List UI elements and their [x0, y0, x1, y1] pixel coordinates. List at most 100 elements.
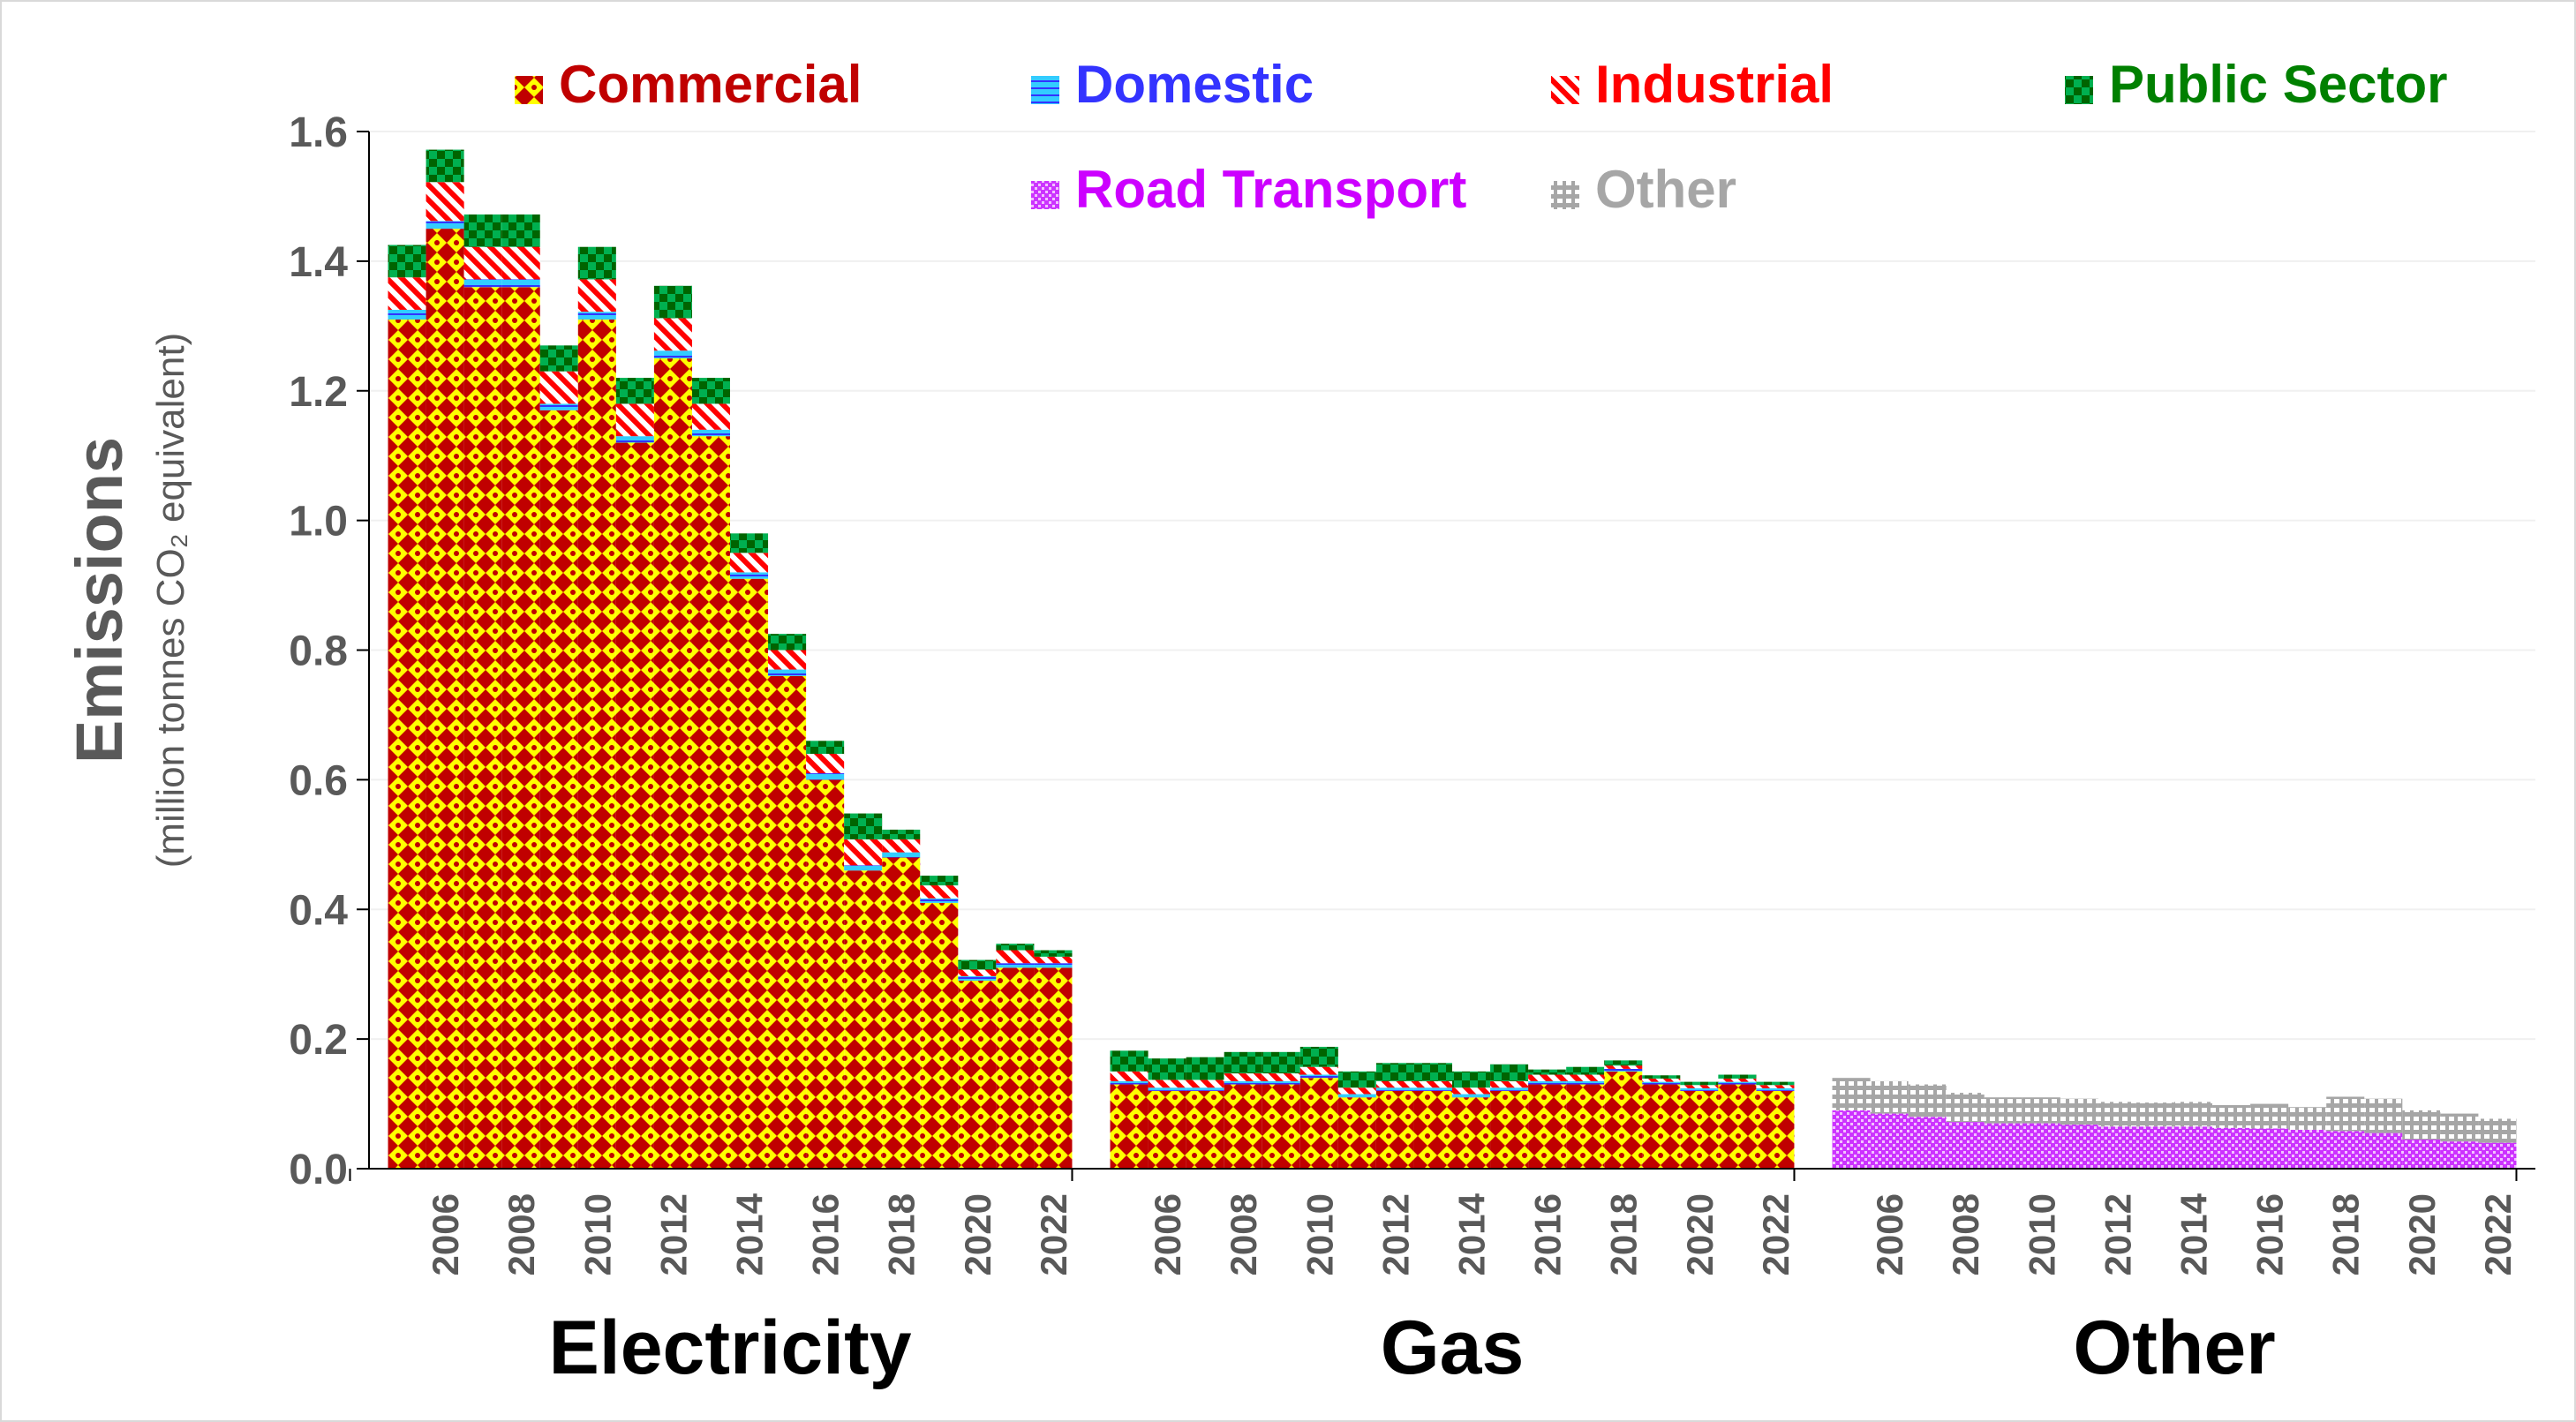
- bar-segment-public-sector: [1148, 1058, 1186, 1080]
- bar-segment-industrial: [1642, 1078, 1681, 1082]
- x-tick-label: 2010: [2021, 1193, 2062, 1275]
- bar-segment-public-sector: [958, 959, 997, 970]
- bar-segment-commercial: [1034, 967, 1073, 1169]
- bar-segment-public-sector: [1642, 1075, 1681, 1079]
- bar-segment-public-sector: [653, 285, 692, 319]
- bar-segment-road-transport: [2098, 1126, 2136, 1169]
- bar-segment-public-sector: [806, 741, 845, 754]
- x-tick-label: 2008: [1223, 1193, 1264, 1275]
- bar-segment-domestic: [1375, 1087, 1414, 1091]
- bar-segment-commercial: [577, 319, 616, 1169]
- bar-segment-domestic: [577, 312, 616, 320]
- bar-segment-commercial: [1642, 1084, 1681, 1169]
- bar-segment-industrial: [768, 650, 807, 670]
- bar-segment-commercial: [463, 287, 502, 1169]
- bar-segment-other: [2250, 1103, 2289, 1129]
- bar-segment-commercial: [1148, 1090, 1186, 1169]
- bar-segment-road-transport: [2250, 1128, 2289, 1169]
- bar-segment-domestic: [1299, 1074, 1338, 1079]
- bar-segment-road-transport: [1946, 1122, 1985, 1169]
- bar-segment-road-transport: [2174, 1126, 2213, 1169]
- bar-segment-public-sector: [996, 944, 1035, 951]
- bar-segment-industrial: [806, 754, 845, 774]
- bar-segment-commercial: [882, 857, 921, 1169]
- x-tick-label: 2014: [1451, 1193, 1493, 1275]
- bar-segment-commercial: [501, 287, 540, 1169]
- y-tick-label: 0.6: [289, 757, 348, 804]
- bar-segment-domestic: [426, 221, 464, 229]
- x-tick-label: 2022: [1755, 1193, 1796, 1275]
- bar-segment-public-sector: [615, 378, 654, 404]
- bar-segment-other: [1832, 1078, 1871, 1110]
- y-tick-label: 0.4: [289, 887, 348, 934]
- bar-segment-road-transport: [1832, 1110, 1871, 1169]
- bar-segment-road-transport: [2060, 1125, 2098, 1169]
- y-axis-title: Emissions (million tonnes CO₂ equivalent…: [63, 333, 192, 868]
- legend: Commercial Domestic Industrial Public Secto…: [515, 55, 2447, 219]
- bar-segment-domestic: [1566, 1080, 1605, 1085]
- bar-segment-industrial: [996, 950, 1035, 964]
- bar-segment-other: [2212, 1105, 2251, 1128]
- bar-segment-public-sector: [577, 246, 616, 280]
- bar-segment-public-sector: [1452, 1071, 1491, 1088]
- bar-segment-commercial: [768, 675, 807, 1169]
- bar-segment-other: [1946, 1093, 1985, 1123]
- bar-segment-industrial: [1490, 1080, 1529, 1088]
- bar-segment-industrial: [615, 403, 654, 437]
- bar-segment-public-sector: [1299, 1046, 1338, 1067]
- bar-segment-public-sector: [1718, 1074, 1757, 1079]
- x-tick-label: 2006: [425, 1193, 466, 1275]
- bar-segment-industrial: [1452, 1087, 1491, 1095]
- bar-segment-industrial: [1262, 1073, 1300, 1081]
- bar-segment-domestic: [539, 403, 578, 410]
- bar-segment-domestic: [1756, 1087, 1795, 1091]
- bar-segment-other: [2440, 1113, 2479, 1142]
- bar-segment-industrial: [1756, 1085, 1795, 1088]
- bar-segment-commercial: [691, 436, 730, 1169]
- x-tick-label: 2006: [1869, 1193, 1910, 1275]
- bar-segment-commercial: [1299, 1078, 1338, 1169]
- bar-segment-industrial: [1604, 1065, 1643, 1069]
- bar-segment-public-sector: [730, 533, 769, 553]
- bar-segment-industrial: [882, 839, 921, 853]
- bar-segment-domestic: [768, 669, 807, 676]
- x-tick-label: 2014: [729, 1193, 771, 1275]
- bar-segment-public-sector: [1337, 1071, 1376, 1088]
- x-tick-label: 2012: [2097, 1193, 2138, 1275]
- legend-label-domestic: Domestic: [1075, 55, 1314, 114]
- bar-segment-commercial: [388, 319, 426, 1169]
- bar-segment-commercial: [1224, 1084, 1262, 1169]
- bar-segment-commercial: [1490, 1090, 1529, 1169]
- bar-segment-commercial: [958, 981, 997, 1169]
- legend-swatch-domestic: [1031, 76, 1059, 104]
- bar-segment-commercial: [806, 779, 845, 1169]
- bar-segment-other: [2022, 1097, 2060, 1124]
- bar-segment-industrial: [1566, 1074, 1605, 1081]
- bar-segment-domestic: [1034, 963, 1073, 968]
- bar-segment-other: [1870, 1080, 1909, 1114]
- bar-segment-public-sector: [388, 245, 426, 278]
- y-tick-label: 0.8: [289, 628, 348, 675]
- bar-segment-industrial: [539, 371, 578, 404]
- x-tick-label: 2016: [805, 1193, 847, 1275]
- bar-segment-commercial: [1375, 1090, 1414, 1169]
- bar-segment-public-sector: [1110, 1050, 1149, 1072]
- x-tick-label: 2022: [1033, 1193, 1074, 1275]
- bar-segment-road-transport: [2022, 1123, 2060, 1169]
- x-tick-label: 2010: [576, 1193, 618, 1275]
- bar-segment-domestic: [615, 436, 654, 443]
- bar-segment-road-transport: [2212, 1127, 2251, 1169]
- bar-segment-public-sector: [1604, 1060, 1643, 1066]
- x-tick-labels: 2006 2008 2010 2012 2014 2016 2018 2020 2022 2006…: [425, 1193, 2519, 1275]
- y-axis-label: Emissions: [63, 437, 136, 764]
- legend-label-commercial: Commercial: [559, 55, 862, 114]
- bar-segment-domestic: [388, 309, 426, 320]
- bar-segment-public-sector: [463, 214, 502, 247]
- x-tick-label: 2016: [1527, 1193, 1569, 1275]
- bar-segment-industrial: [920, 885, 959, 899]
- bar-segment-domestic: [1604, 1068, 1643, 1072]
- bar-segment-public-sector: [882, 829, 921, 839]
- bar-segment-industrial: [1110, 1071, 1149, 1081]
- bar-segment-domestic: [958, 975, 997, 982]
